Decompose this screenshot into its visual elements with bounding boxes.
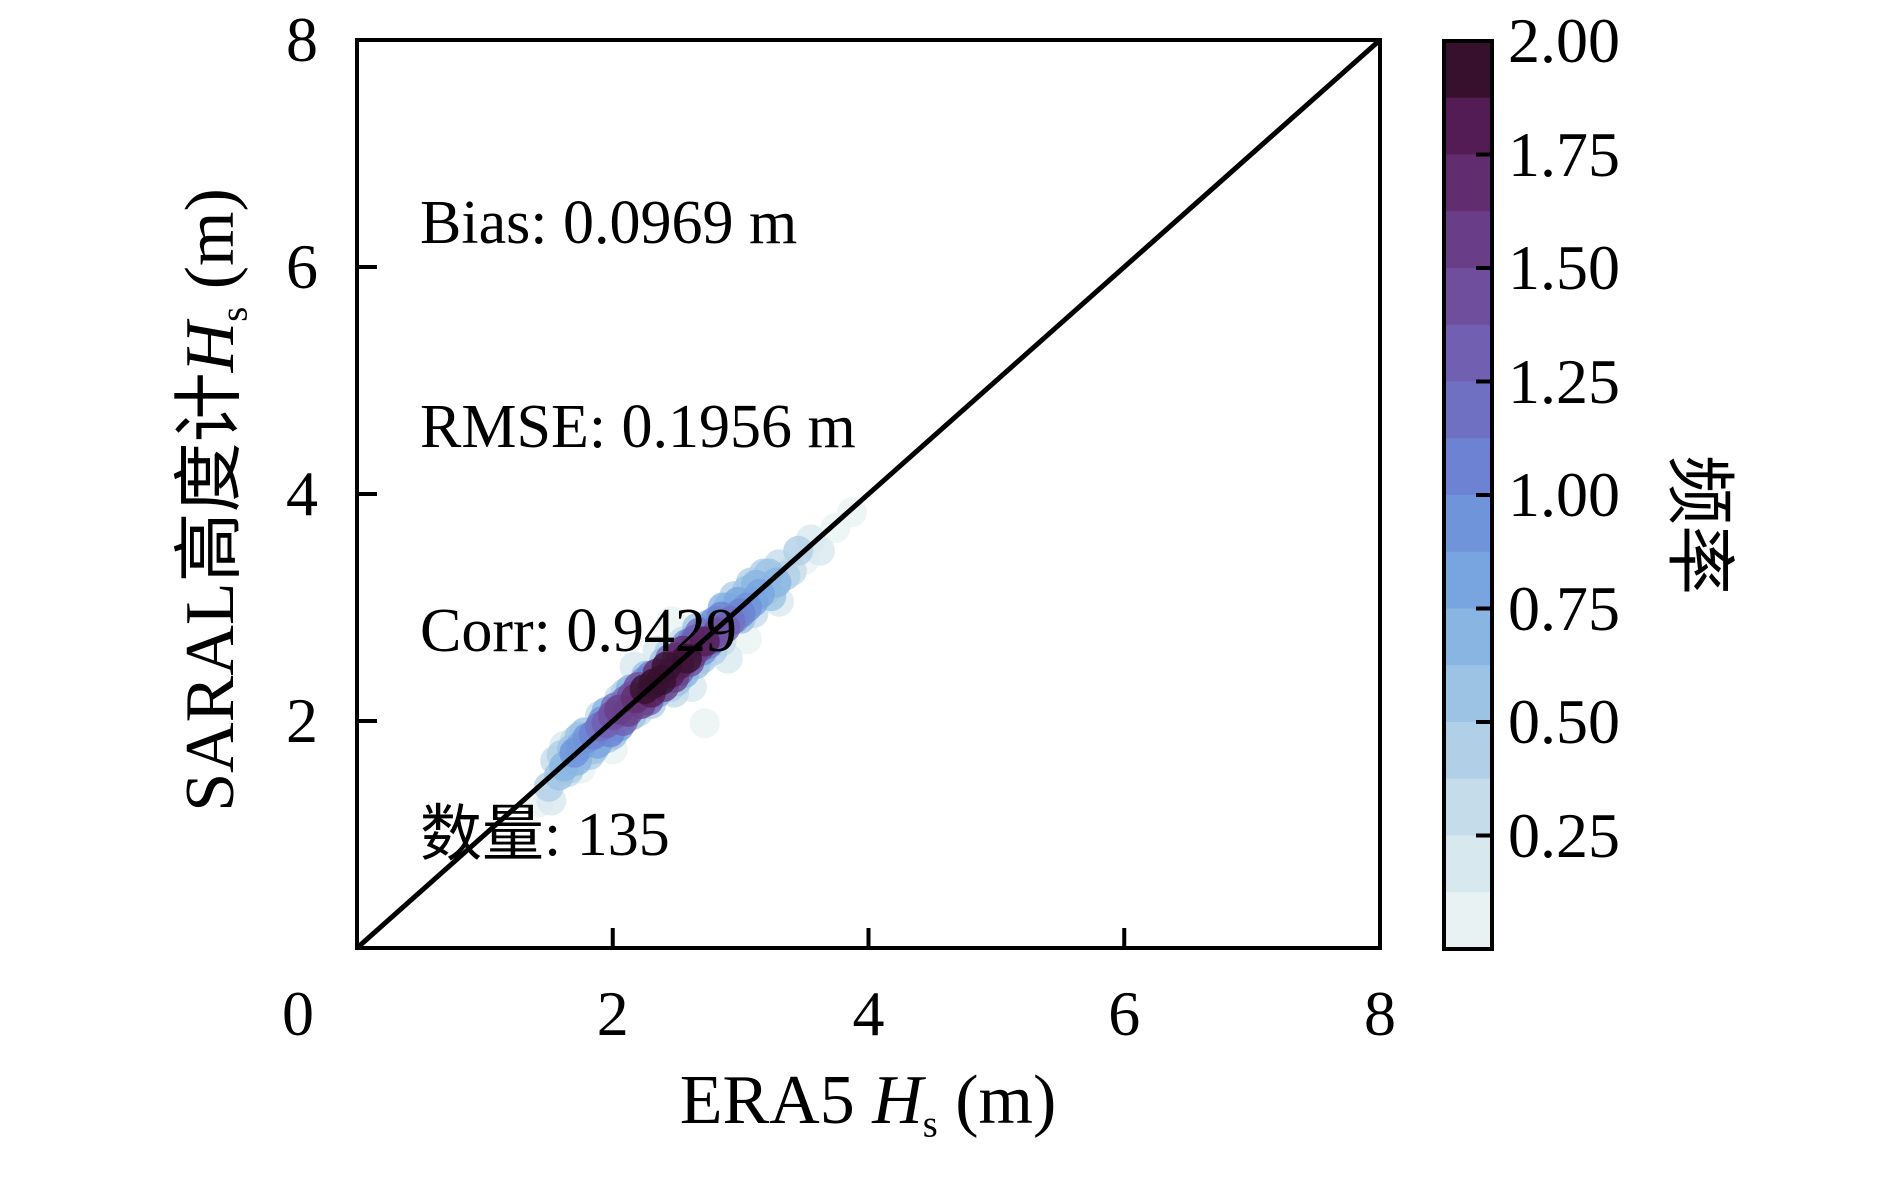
- x-tick-label: 0: [282, 978, 314, 1049]
- scatter-point: [783, 535, 814, 566]
- colorbar-tick-label: 2.00: [1508, 5, 1620, 76]
- colorbar-tick-label: 0.25: [1508, 799, 1620, 871]
- colorbar-tick-label: 0.75: [1508, 572, 1620, 644]
- colorbar-segment: [1444, 778, 1492, 837]
- y-tick-label: 4: [286, 458, 318, 529]
- y-tick-label: 6: [286, 231, 318, 302]
- y-axis-label-var: H: [172, 321, 250, 373]
- identity-line: [355, 38, 1382, 950]
- x-axis-label: ERA5 Hs (m): [680, 1066, 1057, 1144]
- stats-annotation: Bias: 0.0969 m RMSE: 0.1956 m Corr: 0.94…: [420, 53, 856, 1005]
- colorbar-tick-label: 1.00: [1508, 459, 1620, 530]
- scatter-point: [689, 708, 720, 739]
- x-axis-label-sub: s: [922, 1103, 938, 1146]
- colorbar-segment: [1444, 154, 1492, 212]
- colorbar-segment: [1444, 324, 1492, 383]
- stats-line-rmse: RMSE: 0.1956 m: [420, 393, 856, 461]
- x-tick-label: 4: [852, 978, 885, 1049]
- colorbar-segment: [1444, 97, 1492, 156]
- colorbar-tick-label: 1.75: [1508, 118, 1620, 190]
- stats-line-count: 数量: 135: [420, 801, 670, 869]
- colorbar-segment: [1444, 608, 1492, 666]
- x-tick-label: 2: [596, 978, 629, 1049]
- y-axis-label: SARAL高度计Hs (m): [172, 188, 256, 812]
- axis-ticks: [357, 265, 1127, 948]
- x-axis-label-prefix: ERA5: [679, 1062, 873, 1140]
- colorbar-label: 频率: [1659, 455, 1737, 595]
- scatter-point: [820, 513, 851, 543]
- colorbar-segment: [1444, 551, 1492, 610]
- colorbar-segment: [1444, 438, 1492, 496]
- colorbar-segment: [1444, 892, 1492, 950]
- y-tick-label: 8: [286, 4, 318, 75]
- colorbar-tick-label: 0.50: [1508, 686, 1620, 757]
- y-tick-label: 2: [286, 685, 318, 756]
- x-tick-label: 6: [1108, 978, 1141, 1049]
- colorbar-segment: [1444, 722, 1492, 780]
- stats-line-corr: Corr: 0.9429: [420, 597, 737, 665]
- x-tick-label: 8: [1364, 978, 1396, 1049]
- colorbar-ticks: [1476, 152, 1492, 838]
- y-axis-label-sub: s: [213, 306, 256, 322]
- y-axis-label-suffix: (m): [172, 188, 250, 307]
- colorbar-segment: [1444, 835, 1492, 893]
- colorbar-segment: [1444, 665, 1492, 723]
- x-axis-label-var: H: [872, 1062, 923, 1140]
- colorbar-segment: [1444, 211, 1492, 269]
- y-axis-label-prefix: SARAL高度计: [172, 372, 250, 812]
- colorbar: [1444, 41, 1492, 950]
- stats-line-bias: Bias: 0.0969 m: [420, 189, 798, 257]
- x-axis-label-suffix: (m): [937, 1062, 1057, 1140]
- colorbar-tick-label: 1.25: [1508, 345, 1620, 417]
- colorbar-segment: [1444, 268, 1492, 326]
- colorbar-segment: [1444, 495, 1492, 553]
- colorbar-tick-label: 1.50: [1508, 232, 1620, 303]
- colorbar-segment: [1444, 381, 1492, 439]
- colorbar-segment: [1444, 41, 1492, 99]
